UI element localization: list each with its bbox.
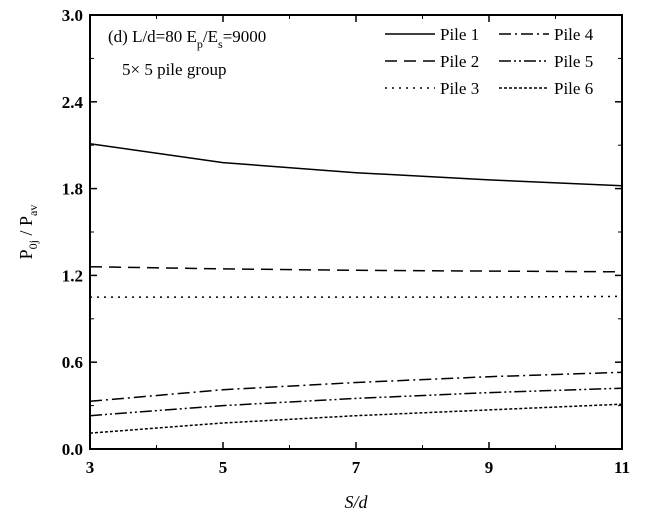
legend-label-pile-1: Pile 1: [440, 25, 479, 44]
legend-label-pile-4: Pile 4: [554, 25, 594, 44]
series-lines: [89, 143, 623, 434]
annotation-line1: (d) L/d=80 Ep/Es=9000: [108, 27, 266, 51]
legend-label-pile-6: Pile 6: [554, 79, 593, 98]
x-tick-label: 11: [614, 458, 630, 477]
series-line-pile-3: [90, 295, 623, 298]
series-line-pile-6: [89, 403, 623, 434]
y-tick-label: 0.6: [62, 353, 83, 372]
series-line-pile-2: [89, 265, 623, 273]
legend-label-pile-2: Pile 2: [440, 52, 479, 71]
legend: Pile 1 Pile 2 Pile 3 Pile 4 Pile 5 Pile 6: [385, 25, 594, 98]
annotation-line2: 5× 5 pile group: [122, 60, 227, 79]
x-tick-label: 3: [86, 458, 95, 477]
x-tick-label: 9: [485, 458, 494, 477]
y-axis-title: P0j / Pav: [16, 205, 40, 260]
legend-label-pile-3: Pile 3: [440, 79, 479, 98]
series-line-pile-1: [89, 143, 623, 187]
x-axis-title: S/d: [344, 492, 368, 512]
series-line-pile-5: [89, 387, 623, 417]
plot-frame: [89, 14, 623, 450]
y-axis: 0.0 0.6 1.2 1.8 2.4 3.0: [62, 6, 622, 459]
y-tick-label: 3.0: [62, 6, 83, 25]
series-line-pile-4: [89, 371, 623, 403]
y-tick-label: 1.8: [62, 180, 83, 199]
legend-label-pile-5: Pile 5: [554, 52, 593, 71]
y-tick-label: 1.2: [62, 266, 83, 285]
x-axis: 3 5 7 9 11: [86, 15, 630, 477]
y-tick-label: 2.4: [62, 93, 84, 112]
x-tick-label: 7: [352, 458, 361, 477]
x-tick-label: 5: [219, 458, 228, 477]
y-tick-label: 0.0: [62, 440, 83, 459]
